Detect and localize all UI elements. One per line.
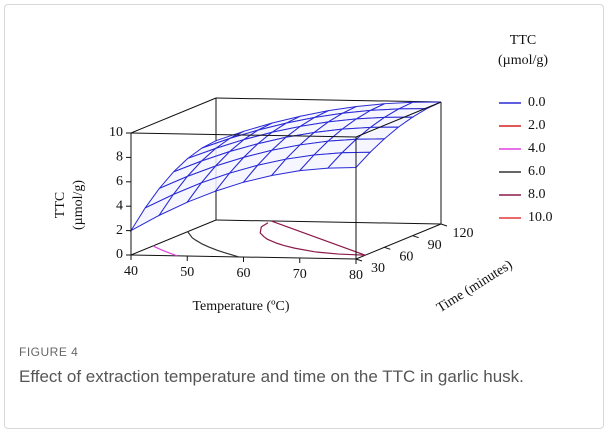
y-tick [440,223,448,227]
x-tick-label: 80 [349,268,363,283]
caption-text: Effect of extraction temperature and tim… [19,367,524,386]
z-tick-label: 0 [116,247,123,262]
y-tick [355,258,363,262]
y-tick-label: 90 [428,238,442,253]
y-tick-label: 30 [371,261,385,276]
box-edge [215,97,442,103]
box-edge [130,132,357,138]
y-axis-label: Time (minutes) [434,257,515,316]
chart: TTC (µmol/g) TTC (µmol/g) Temperature (º… [53,33,553,316]
legend-label: 4.0 [528,141,546,156]
legend-title: (µmol/g) [498,53,548,68]
x-tick-label: 40 [124,264,138,279]
box-edge [130,219,217,256]
y-tick [384,246,391,250]
legend-label: 0.0 [528,95,546,110]
x-tick-label: 70 [293,267,307,282]
contour-line [187,231,239,258]
legend-label: 2.0 [528,118,546,133]
z-tick-label: 10 [109,125,123,140]
box-edge [355,223,442,260]
box-edge [130,97,217,134]
y-tick-label: 60 [399,250,413,265]
z-tick-label: 6 [116,174,123,189]
x-axis-label: Temperature (ºC) [192,299,289,314]
z-tick-label: 2 [116,223,123,238]
surface-patch [326,151,372,169]
z-axis-label-line: (µmol/g) [71,180,86,230]
y-tick [412,235,419,239]
y-tick-label: 120 [453,226,474,241]
figure-card: TTC (µmol/g) TTC (µmol/g) Temperature (º… [4,4,604,429]
box-edge [215,219,442,225]
x-tick-label: 60 [237,266,251,281]
z-tick-label: 8 [116,150,123,165]
legend-label: 8.0 [528,187,546,202]
box-edge [355,101,442,138]
caption-label: FIGURE 4 [19,345,79,359]
legend-label: 10.0 [528,210,553,225]
x-tick-label: 50 [180,265,194,280]
z-axis-label: TTC (µmol/g) [53,180,86,230]
z-axis-label-line: TTC [53,192,68,218]
z-tick-label: 4 [116,198,123,213]
legend-title: TTC [510,33,536,48]
legend-label: 6.0 [528,164,546,179]
contour-line [152,245,178,257]
contour-line [259,220,366,256]
